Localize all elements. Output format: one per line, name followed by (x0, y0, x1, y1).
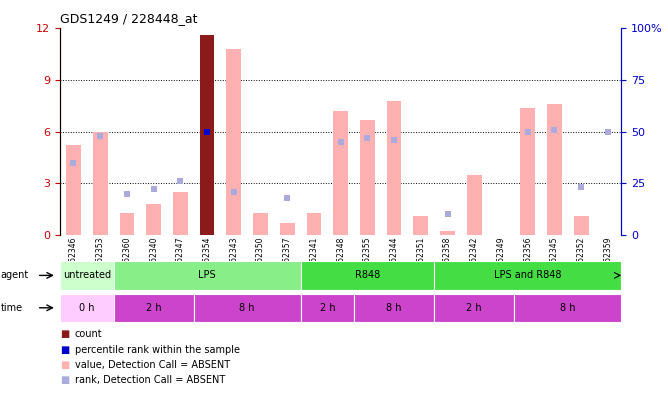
Text: value, Detection Call = ABSENT: value, Detection Call = ABSENT (75, 360, 230, 370)
Bar (173, 192, 188, 235)
Bar (226, 49, 241, 235)
Bar (307, 213, 321, 235)
Text: time: time (1, 303, 23, 313)
Bar (66, 145, 81, 235)
Text: 8 h: 8 h (560, 303, 576, 313)
Bar (200, 35, 214, 235)
Text: 8 h: 8 h (386, 303, 402, 313)
Bar (574, 216, 589, 235)
Bar (146, 204, 161, 235)
Bar (60, 294, 114, 322)
Text: ■: ■ (60, 329, 69, 339)
Text: agent: agent (1, 271, 29, 280)
Bar (434, 294, 514, 322)
Bar (301, 261, 434, 290)
Bar (120, 213, 134, 235)
Bar (60, 261, 114, 290)
Text: LPS: LPS (198, 271, 216, 280)
Text: 8 h: 8 h (239, 303, 255, 313)
Bar (280, 223, 295, 235)
Text: 2 h: 2 h (146, 303, 162, 313)
Bar (354, 294, 434, 322)
Bar (114, 261, 301, 290)
Bar (93, 132, 108, 235)
Text: 2 h: 2 h (319, 303, 335, 313)
Text: GDS1249 / 228448_at: GDS1249 / 228448_at (60, 12, 198, 25)
Bar (253, 213, 268, 235)
Text: 0 h: 0 h (79, 303, 95, 313)
Bar (301, 294, 354, 322)
Bar (360, 119, 375, 235)
Text: percentile rank within the sample: percentile rank within the sample (75, 345, 240, 354)
Bar (387, 101, 401, 235)
Bar (520, 108, 535, 235)
Bar (413, 216, 428, 235)
Text: R848: R848 (355, 271, 380, 280)
Bar (547, 104, 562, 235)
Text: untreated: untreated (63, 271, 111, 280)
Text: rank, Detection Call = ABSENT: rank, Detection Call = ABSENT (75, 375, 225, 385)
Text: ■: ■ (60, 345, 69, 354)
Bar (514, 294, 621, 322)
Text: ■: ■ (60, 360, 69, 370)
Text: count: count (75, 329, 102, 339)
Bar (440, 232, 455, 235)
Bar (467, 175, 482, 235)
Bar (114, 294, 194, 322)
Bar (194, 294, 301, 322)
Bar (434, 261, 621, 290)
Text: 2 h: 2 h (466, 303, 482, 313)
Text: ■: ■ (60, 375, 69, 385)
Text: LPS and R848: LPS and R848 (494, 271, 562, 280)
Bar (333, 111, 348, 235)
